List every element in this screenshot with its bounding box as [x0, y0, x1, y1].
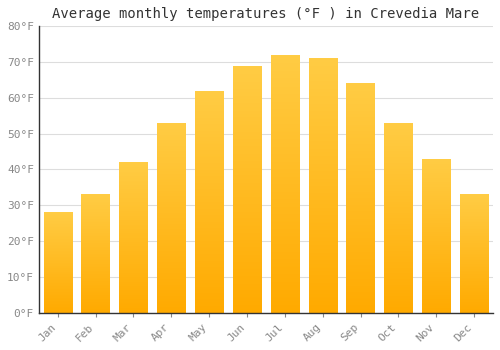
Title: Average monthly temperatures (°F ) in Crevedia Mare: Average monthly temperatures (°F ) in Cr… — [52, 7, 480, 21]
